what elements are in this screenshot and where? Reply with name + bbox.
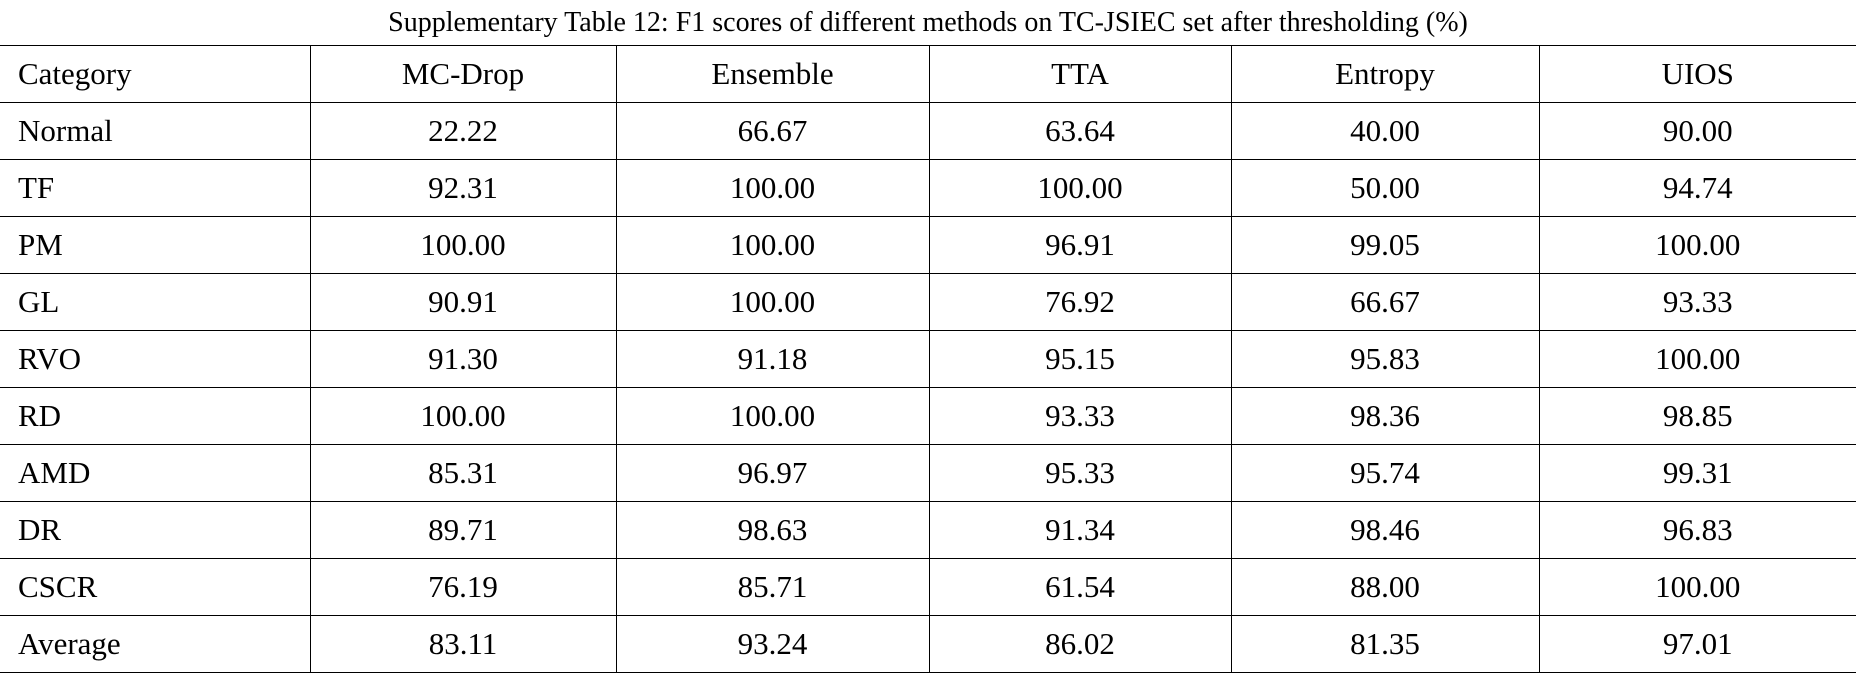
cell: 89.71 <box>309 501 617 559</box>
cell: 93.33 <box>1538 273 1856 331</box>
table-title: Supplementary Table 12: F1 scores of dif… <box>388 7 1468 38</box>
cell: 98.36 <box>1230 387 1540 445</box>
cell: 100.00 <box>615 216 930 274</box>
cell: 76.19 <box>309 558 617 616</box>
cell: 98.46 <box>1230 501 1540 559</box>
cell: 100.00 <box>615 159 930 217</box>
row-label: RD <box>0 387 311 445</box>
cell: 63.64 <box>928 102 1232 160</box>
table-row: AMD 85.31 96.97 95.33 95.74 99.31 <box>0 444 1856 502</box>
cell: 22.22 <box>309 102 617 160</box>
cell: 96.83 <box>1538 501 1856 559</box>
table-row: Average 83.11 93.24 86.02 81.35 97.01 <box>0 615 1856 673</box>
cell: 95.74 <box>1230 444 1540 502</box>
cell: 100.00 <box>309 216 617 274</box>
table-row: TF 92.31 100.00 100.00 50.00 94.74 <box>0 159 1856 217</box>
cell: 95.83 <box>1230 330 1540 388</box>
cell: 91.34 <box>928 501 1232 559</box>
row-label: RVO <box>0 330 311 388</box>
cell: 99.31 <box>1538 444 1856 502</box>
cell: TTA <box>928 45 1232 103</box>
row-label: Category <box>0 45 311 103</box>
cell: 97.01 <box>1538 615 1856 673</box>
table-row: GL 90.91 100.00 76.92 66.67 93.33 <box>0 273 1856 331</box>
cell: 66.67 <box>1230 273 1540 331</box>
cell: 98.85 <box>1538 387 1856 445</box>
cell: 100.00 <box>615 273 930 331</box>
cell: 100.00 <box>309 387 617 445</box>
cell: 83.11 <box>309 615 617 673</box>
cell: 98.63 <box>615 501 930 559</box>
cell: 100.00 <box>1538 330 1856 388</box>
row-label: AMD <box>0 444 311 502</box>
cell: 86.02 <box>928 615 1232 673</box>
cell: 90.00 <box>1538 102 1856 160</box>
cell: 93.24 <box>615 615 930 673</box>
cell: Ensemble <box>615 45 930 103</box>
cell: 40.00 <box>1230 102 1540 160</box>
table-row: DR 89.71 98.63 91.34 98.46 96.83 <box>0 501 1856 559</box>
cell: 90.91 <box>309 273 617 331</box>
cell: 85.31 <box>309 444 617 502</box>
table-row: RVO 91.30 91.18 95.15 95.83 100.00 <box>0 330 1856 388</box>
cell: 66.67 <box>615 102 930 160</box>
cell: 96.97 <box>615 444 930 502</box>
row-label: DR <box>0 501 311 559</box>
table-row: CSCR 76.19 85.71 61.54 88.00 100.00 <box>0 558 1856 616</box>
cell: 93.33 <box>928 387 1232 445</box>
cell: 61.54 <box>928 558 1232 616</box>
cell: 50.00 <box>1230 159 1540 217</box>
cell: 100.00 <box>1538 216 1856 274</box>
table: Category MC-Drop Ensemble TTA Entropy UIOS Nor… <box>0 45 1856 673</box>
header-row: Category MC-Drop Ensemble TTA Entropy UIOS <box>0 45 1856 103</box>
cell: 94.74 <box>1538 159 1856 217</box>
row-label: PM <box>0 216 311 274</box>
cell: 91.18 <box>615 330 930 388</box>
cell: 99.05 <box>1230 216 1540 274</box>
cell: 100.00 <box>928 159 1232 217</box>
cell: 76.92 <box>928 273 1232 331</box>
cell: 92.31 <box>309 159 617 217</box>
row-label: Average <box>0 615 311 673</box>
row-label: Normal <box>0 102 311 160</box>
cell: 100.00 <box>1538 558 1856 616</box>
row-label: TF <box>0 159 311 217</box>
cell: 85.71 <box>615 558 930 616</box>
row-label: GL <box>0 273 311 331</box>
cell: 81.35 <box>1230 615 1540 673</box>
table-row: Normal 22.22 66.67 63.64 40.00 90.00 <box>0 102 1856 160</box>
cell: 95.15 <box>928 330 1232 388</box>
cell: UIOS <box>1538 45 1856 103</box>
cell: 91.30 <box>309 330 617 388</box>
cell: 88.00 <box>1230 558 1540 616</box>
cell: Entropy <box>1230 45 1540 103</box>
cell: 100.00 <box>615 387 930 445</box>
cell: 95.33 <box>928 444 1232 502</box>
cell: MC-Drop <box>309 45 617 103</box>
row-label: CSCR <box>0 558 311 616</box>
table-row: RD 100.00 100.00 93.33 98.36 98.85 <box>0 387 1856 445</box>
table-row: PM 100.00 100.00 96.91 99.05 100.00 <box>0 216 1856 274</box>
cell: 96.91 <box>928 216 1232 274</box>
